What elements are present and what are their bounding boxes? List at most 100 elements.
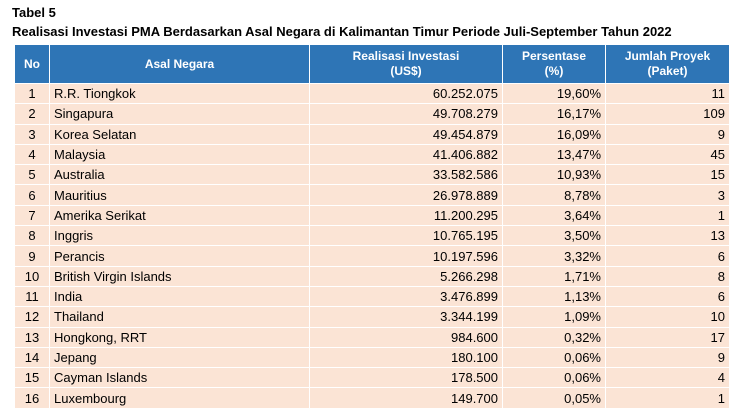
cell-projects: 13	[605, 225, 730, 247]
cell-percent: 13,47%	[502, 143, 606, 166]
header-projects-line1: Jumlah Proyek	[624, 49, 711, 63]
table-row: 16 Luxembourg 149.700 0,05% 1	[14, 387, 730, 409]
table-row: 13 Hongkong, RRT 984.600 0,32% 17	[14, 326, 730, 348]
cell-no: 2	[14, 103, 50, 125]
cell-percent: 8,78%	[502, 184, 606, 206]
table-row: 10 British Virgin Islands 5.266.298 1,71% 8	[14, 265, 730, 287]
cell-investment: 178.500	[309, 367, 503, 389]
cell-country: Thailand	[49, 306, 310, 328]
cell-country: Inggris	[49, 225, 310, 247]
table-row: 15 Cayman Islands 178.500 0,06% 4	[14, 367, 730, 389]
header-country: Asal Negara	[49, 44, 310, 84]
cell-percent: 3,64%	[502, 204, 606, 227]
table-row: 7 Amerika Serikat 11.200.295 3,64% 1	[14, 204, 730, 227]
cell-projects: 17	[605, 326, 730, 348]
cell-no: 6	[14, 184, 50, 206]
cell-country: Hongkong, RRT	[49, 326, 310, 348]
cell-investment: 984.600	[309, 326, 503, 348]
header-investment: Realisasi Investasi (US$)	[309, 44, 503, 84]
cell-percent: 16,09%	[502, 123, 606, 145]
cell-investment: 5.266.298	[309, 265, 503, 287]
cell-projects: 8	[605, 265, 730, 287]
cell-projects: 109	[605, 103, 730, 125]
cell-investment: 10.765.195	[309, 225, 503, 247]
header-investment-line1: Realisasi Investasi	[352, 49, 460, 63]
cell-percent: 16,17%	[502, 103, 606, 125]
cell-no: 4	[14, 143, 50, 166]
header-projects: Jumlah Proyek (Paket)	[605, 44, 730, 84]
cell-projects: 1	[605, 387, 730, 409]
cell-country: Korea Selatan	[49, 123, 310, 145]
table-row: 14 Jepang 180.100 0,06% 9	[14, 346, 730, 369]
table-row: 11 India 3.476.899 1,13% 6	[14, 285, 730, 308]
cell-investment: 149.700	[309, 387, 503, 409]
cell-percent: 3,32%	[502, 245, 606, 267]
cell-no: 13	[14, 326, 50, 348]
cell-percent: 0,06%	[502, 346, 606, 369]
cell-investment: 3.476.899	[309, 285, 503, 308]
cell-no: 12	[14, 306, 50, 328]
table-row: 5 Australia 33.582.586 10,93% 15	[14, 164, 730, 186]
cell-percent: 19,60%	[502, 82, 606, 105]
cell-investment: 60.252.075	[309, 82, 503, 105]
table-row: 1 R.R. Tiongkok 60.252.075 19,60% 11	[14, 82, 730, 105]
header-percent: Persentase (%)	[502, 44, 606, 84]
cell-country: Perancis	[49, 245, 310, 267]
cell-projects: 4	[605, 367, 730, 389]
table-row: 6 Mauritius 26.978.889 8,78% 3	[14, 184, 730, 206]
cell-projects: 9	[605, 346, 730, 369]
cell-country: Australia	[49, 164, 310, 186]
cell-percent: 3,50%	[502, 225, 606, 247]
table-row: 9 Perancis 10.197.596 3,32% 6	[14, 245, 730, 267]
cell-no: 16	[14, 387, 50, 409]
cell-projects: 45	[605, 143, 730, 166]
cell-percent: 0,05%	[502, 387, 606, 409]
cell-percent: 0,06%	[502, 367, 606, 389]
table-caption-label: Tabel 5	[12, 5, 56, 20]
investment-table: No Asal Negara Realisasi Investasi (US$)…	[14, 44, 730, 409]
cell-no: 7	[14, 204, 50, 227]
header-projects-line2: (Paket)	[647, 64, 688, 78]
cell-projects: 3	[605, 184, 730, 206]
header-investment-line2: (US$)	[390, 64, 422, 78]
table-row: 3 Korea Selatan 49.454.879 16,09% 9	[14, 123, 730, 145]
cell-no: 8	[14, 225, 50, 247]
cell-country: Cayman Islands	[49, 367, 310, 389]
cell-country: Jepang	[49, 346, 310, 369]
table-row: 8 Inggris 10.765.195 3,50% 13	[14, 225, 730, 247]
cell-no: 11	[14, 285, 50, 308]
cell-no: 5	[14, 164, 50, 186]
cell-no: 3	[14, 123, 50, 145]
cell-percent: 1,71%	[502, 265, 606, 287]
header-no: No	[14, 44, 50, 84]
cell-projects: 6	[605, 245, 730, 267]
cell-investment: 3.344.199	[309, 306, 503, 328]
table-row: 4 Malaysia 41.406.882 13,47% 45	[14, 143, 730, 166]
cell-country: Malaysia	[49, 143, 310, 166]
table-row: 12 Thailand 3.344.199 1,09% 10	[14, 306, 730, 328]
cell-no: 1	[14, 82, 50, 105]
cell-investment: 49.708.279	[309, 103, 503, 125]
cell-investment: 26.978.889	[309, 184, 503, 206]
cell-no: 15	[14, 367, 50, 389]
cell-country: Amerika Serikat	[49, 204, 310, 227]
cell-projects: 1	[605, 204, 730, 227]
header-percent-line2: (%)	[544, 64, 564, 78]
header-percent-line1: Persentase	[521, 49, 587, 63]
cell-country: Luxembourg	[49, 387, 310, 409]
cell-country: R.R. Tiongkok	[49, 82, 310, 105]
cell-country: Mauritius	[49, 184, 310, 206]
cell-investment: 33.582.586	[309, 164, 503, 186]
cell-no: 10	[14, 265, 50, 287]
cell-investment: 11.200.295	[309, 204, 503, 227]
cell-projects: 15	[605, 164, 730, 186]
cell-projects: 10	[605, 306, 730, 328]
table-caption-title: Realisasi Investasi PMA Berdasarkan Asal…	[12, 24, 672, 39]
cell-country: British Virgin Islands	[49, 265, 310, 287]
cell-projects: 6	[605, 285, 730, 308]
cell-percent: 1,13%	[502, 285, 606, 308]
cell-country: Singapura	[49, 103, 310, 125]
cell-no: 9	[14, 245, 50, 267]
cell-projects: 11	[605, 82, 730, 105]
cell-investment: 180.100	[309, 346, 503, 369]
